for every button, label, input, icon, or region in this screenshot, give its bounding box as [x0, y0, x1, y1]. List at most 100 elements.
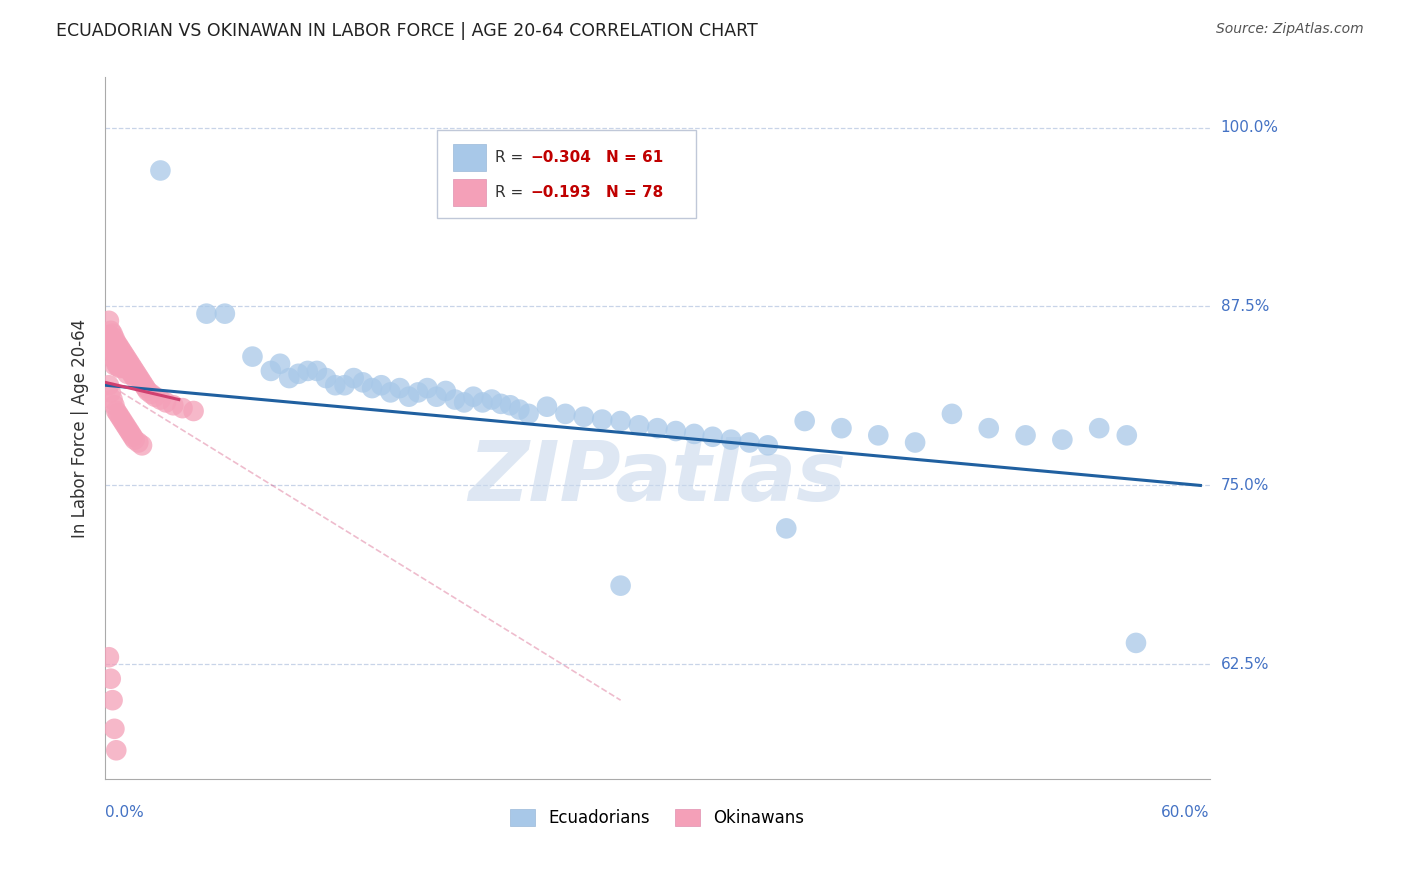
Point	[1088, 421, 1111, 435]
Point	[108, 341, 131, 355]
Point	[127, 435, 149, 450]
Point	[591, 412, 613, 426]
Point	[118, 362, 141, 376]
Point	[406, 385, 429, 400]
Point	[105, 357, 128, 371]
Point	[425, 390, 447, 404]
Point	[105, 343, 128, 357]
Y-axis label: In Labor Force | Age 20-64: In Labor Force | Age 20-64	[72, 318, 89, 538]
Point	[214, 307, 236, 321]
Point	[124, 433, 146, 447]
Point	[1052, 433, 1074, 447]
Point	[517, 407, 540, 421]
Point	[97, 650, 120, 665]
Point	[609, 579, 631, 593]
Point	[572, 409, 595, 424]
Point	[118, 424, 141, 438]
Point	[108, 361, 131, 376]
Point	[101, 343, 124, 357]
Point	[100, 385, 122, 400]
Point	[756, 438, 779, 452]
Point	[108, 355, 131, 369]
Point	[131, 376, 153, 390]
Point	[103, 331, 125, 345]
Point	[100, 333, 122, 347]
Point	[720, 433, 742, 447]
Point	[287, 367, 309, 381]
Point	[114, 418, 136, 433]
Point	[508, 402, 530, 417]
Point	[111, 351, 134, 365]
Point	[143, 390, 166, 404]
Point	[352, 376, 374, 390]
Point	[172, 401, 194, 416]
Point	[105, 743, 128, 757]
Point	[117, 359, 139, 374]
Point	[183, 404, 205, 418]
Point	[101, 335, 124, 350]
Point	[481, 392, 503, 407]
Point	[155, 395, 177, 409]
Point	[108, 348, 131, 362]
Point	[112, 347, 135, 361]
Point	[609, 414, 631, 428]
Point	[107, 359, 129, 374]
Point	[499, 398, 522, 412]
Point	[333, 378, 356, 392]
Point	[489, 397, 512, 411]
Point	[904, 435, 927, 450]
Point	[111, 412, 134, 426]
Point	[1014, 428, 1036, 442]
Point	[149, 392, 172, 407]
Point	[278, 371, 301, 385]
Point	[101, 693, 124, 707]
Point	[105, 335, 128, 350]
Point	[120, 426, 142, 441]
Point	[269, 357, 291, 371]
Point	[112, 361, 135, 376]
Point	[97, 328, 120, 343]
Text: ZIPatlas: ZIPatlas	[468, 437, 846, 517]
Point	[738, 435, 761, 450]
Point	[136, 384, 159, 398]
Point	[112, 416, 135, 430]
Text: Source: ZipAtlas.com: Source: ZipAtlas.com	[1216, 22, 1364, 37]
Point	[129, 372, 152, 386]
Point	[124, 364, 146, 378]
Point	[100, 672, 122, 686]
Point	[444, 392, 467, 407]
Point	[453, 395, 475, 409]
Text: 87.5%: 87.5%	[1220, 299, 1270, 314]
Point	[132, 378, 155, 392]
Point	[305, 364, 328, 378]
Point	[117, 421, 139, 435]
Point	[120, 365, 142, 379]
Point	[380, 385, 402, 400]
Point	[702, 430, 724, 444]
Point	[111, 343, 134, 358]
Point	[941, 407, 963, 421]
Point	[103, 345, 125, 359]
Point	[195, 307, 218, 321]
Point	[107, 352, 129, 367]
Point	[107, 407, 129, 421]
Point	[627, 418, 650, 433]
Point	[647, 421, 669, 435]
Point	[131, 438, 153, 452]
Point	[665, 424, 688, 438]
Point	[830, 421, 852, 435]
Point	[471, 395, 494, 409]
Point	[107, 338, 129, 352]
Point	[793, 414, 815, 428]
Text: R =: R =	[495, 185, 533, 200]
Point	[105, 404, 128, 418]
Point	[388, 381, 411, 395]
Point	[97, 378, 120, 392]
Text: N = 78: N = 78	[606, 185, 662, 200]
Point	[536, 400, 558, 414]
Point	[107, 345, 129, 359]
Point	[117, 367, 139, 381]
Text: ECUADORIAN VS OKINAWAN IN LABOR FORCE | AGE 20-64 CORRELATION CHART: ECUADORIAN VS OKINAWAN IN LABOR FORCE | …	[56, 22, 758, 40]
Point	[103, 358, 125, 372]
Point	[114, 350, 136, 364]
